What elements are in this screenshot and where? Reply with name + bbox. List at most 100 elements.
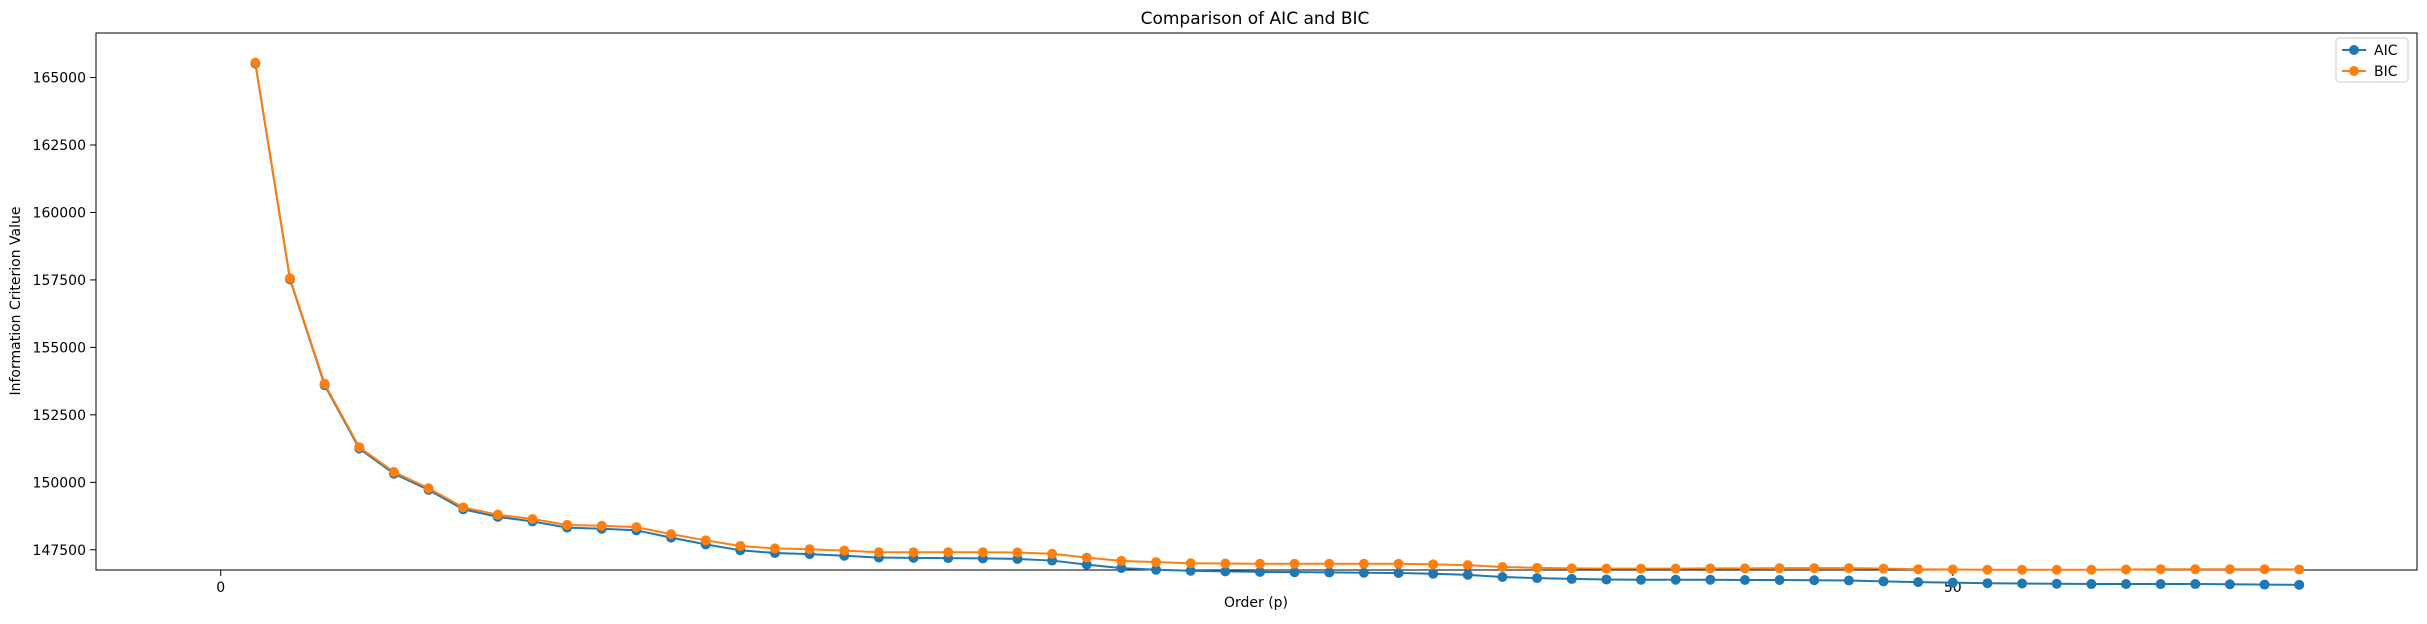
data-point-bic (1809, 563, 1820, 574)
data-point-bic (423, 483, 434, 494)
data-point-bic (1428, 559, 1439, 570)
data-point-bic (1289, 558, 1300, 569)
data-point-aic (1289, 567, 1300, 578)
data-point-aic (1878, 576, 1889, 587)
data-point-bic (1705, 563, 1716, 574)
y-tick-label: 147500 (33, 543, 86, 559)
x-tick-label: 0 (216, 580, 225, 596)
data-point-bic (1254, 558, 1265, 569)
data-point-bic (2155, 564, 2166, 575)
x-axis-title: Order (p) (1224, 595, 1288, 611)
legend-marker (2349, 66, 2359, 76)
data-point-bic (1497, 562, 1508, 573)
x-axis: 0 50 (216, 570, 1962, 596)
data-point-aic (1358, 567, 1369, 578)
data-point-bic (735, 540, 746, 551)
data-point-bic (2259, 564, 2270, 575)
data-point-bic (319, 378, 330, 389)
data-point-bic (1220, 558, 1231, 569)
data-point-bic (2294, 564, 2305, 575)
data-point-aic (1636, 574, 1647, 585)
data-point-bic (250, 57, 261, 68)
data-point-aic (2190, 579, 2201, 590)
data-point-bic (1913, 564, 1924, 575)
y-tick-label: 150000 (33, 475, 86, 491)
series-layer (250, 57, 2305, 590)
y-axis-title: Information Criterion Value (8, 207, 24, 396)
data-point-aic (1428, 568, 1439, 579)
data-point-bic (1185, 558, 1196, 569)
data-point-bic (388, 467, 399, 478)
data-point-aic (1393, 567, 1404, 578)
data-point-bic (1324, 558, 1335, 569)
data-point-aic (1982, 578, 1993, 589)
data-point-bic (1393, 558, 1404, 569)
data-point-bic (2051, 564, 2062, 575)
data-point-bic (2086, 564, 2097, 575)
data-point-aic (1843, 575, 1854, 586)
data-point-aic (2017, 578, 2028, 589)
y-tick-label: 160000 (33, 205, 86, 221)
data-point-aic (1913, 577, 1924, 588)
data-point-aic (2224, 579, 2235, 590)
data-point-aic (1809, 575, 1820, 586)
data-point-aic (2086, 579, 2097, 590)
data-point-aic (1220, 566, 1231, 577)
data-point-bic (873, 547, 884, 558)
legend-label: AIC (2374, 43, 2398, 59)
series-line-aic (254, 63, 2300, 586)
data-point-aic (1947, 577, 1958, 588)
data-point-bic (2190, 564, 2201, 575)
legend-label: BIC (2374, 64, 2398, 80)
data-point-bic (804, 544, 815, 555)
data-point-bic (2121, 564, 2132, 575)
legend-marker (2349, 45, 2359, 55)
data-point-bic (562, 519, 573, 530)
legend: AIC BIC (2335, 37, 2409, 83)
data-point-bic (1566, 563, 1577, 574)
data-point-bic (908, 547, 919, 558)
data-point-bic (284, 273, 295, 284)
data-point-bic (1532, 562, 1543, 573)
data-point-bic (492, 509, 503, 520)
data-point-bic (1739, 563, 1750, 574)
data-point-aic (1670, 574, 1681, 585)
data-point-aic (1601, 574, 1612, 585)
data-point-aic (1532, 573, 1543, 584)
data-point-aic (1185, 565, 1196, 576)
data-point-bic (769, 543, 780, 554)
data-point-bic (527, 513, 538, 524)
data-point-bic (1947, 564, 1958, 575)
data-point-bic (596, 520, 607, 531)
data-point-aic (1774, 574, 1785, 585)
data-point-aic (1081, 559, 1092, 570)
data-point-aic (2294, 579, 2305, 590)
data-point-aic (1324, 567, 1335, 578)
data-point-bic (1116, 555, 1127, 566)
y-tick-label: 165000 (33, 71, 86, 87)
data-point-aic (1254, 566, 1265, 577)
data-point-bic (2224, 564, 2235, 575)
chart-title: Comparison of AIC and BIC (1141, 9, 1370, 29)
data-point-bic (1151, 557, 1162, 568)
data-point-aic (2051, 578, 2062, 589)
data-point-bic (2017, 564, 2028, 575)
data-point-bic (1843, 563, 1854, 574)
data-point-aic (1151, 564, 1162, 575)
y-tick-label: 152500 (33, 408, 86, 424)
data-point-bic (1601, 563, 1612, 574)
y-axis: 147500 150000 152500 155000 157500 160000 1625… (33, 71, 96, 559)
data-point-aic (1566, 573, 1577, 584)
data-point-bic (1358, 558, 1369, 569)
data-point-aic (1497, 572, 1508, 583)
data-point-bic (1462, 560, 1473, 571)
data-point-aic (2121, 579, 2132, 590)
data-point-bic (700, 535, 711, 546)
data-point-bic (1636, 563, 1647, 574)
data-point-bic (1670, 563, 1681, 574)
data-point-aic (1739, 574, 1750, 585)
data-point-bic (631, 522, 642, 533)
data-point-bic (1047, 548, 1058, 559)
y-tick-label: 155000 (33, 340, 86, 356)
